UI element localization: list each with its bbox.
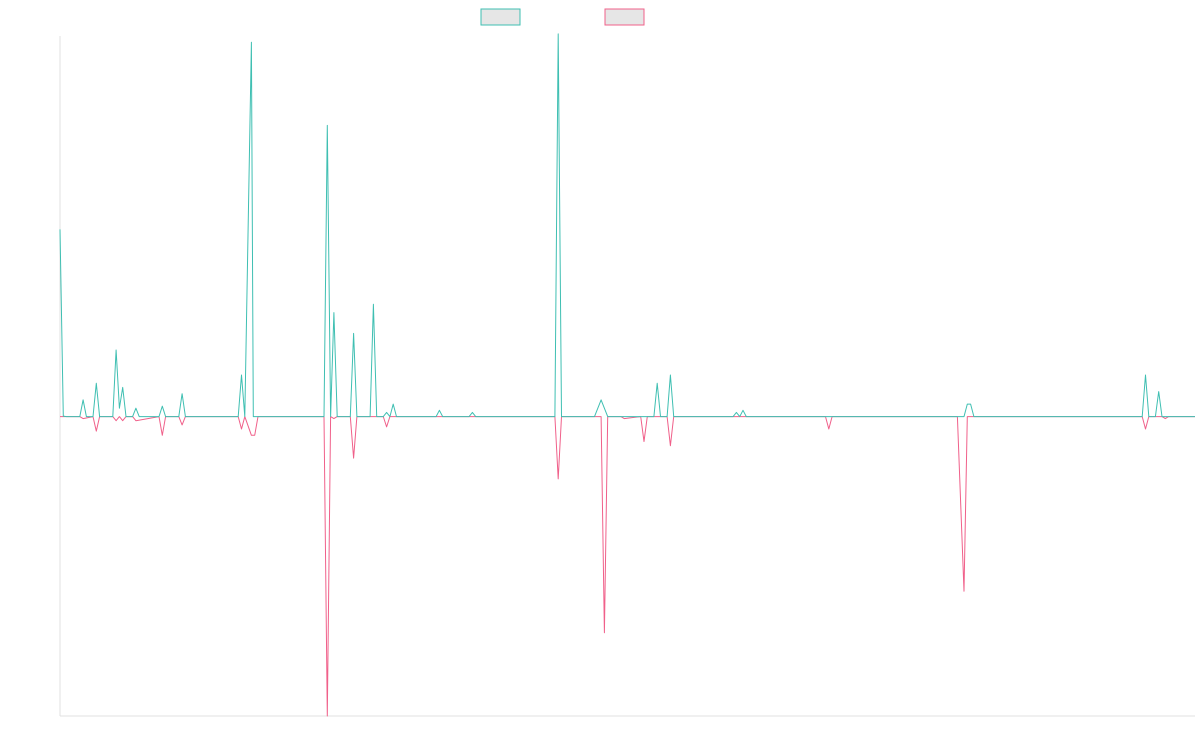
legend-swatch-2[interactable] (604, 8, 645, 26)
legend (480, 8, 645, 26)
series-line-2 (60, 416, 1195, 717)
series-layer (59, 33, 1195, 717)
legend-swatch-1[interactable] (480, 8, 521, 26)
series-line-1 (59, 33, 1195, 418)
